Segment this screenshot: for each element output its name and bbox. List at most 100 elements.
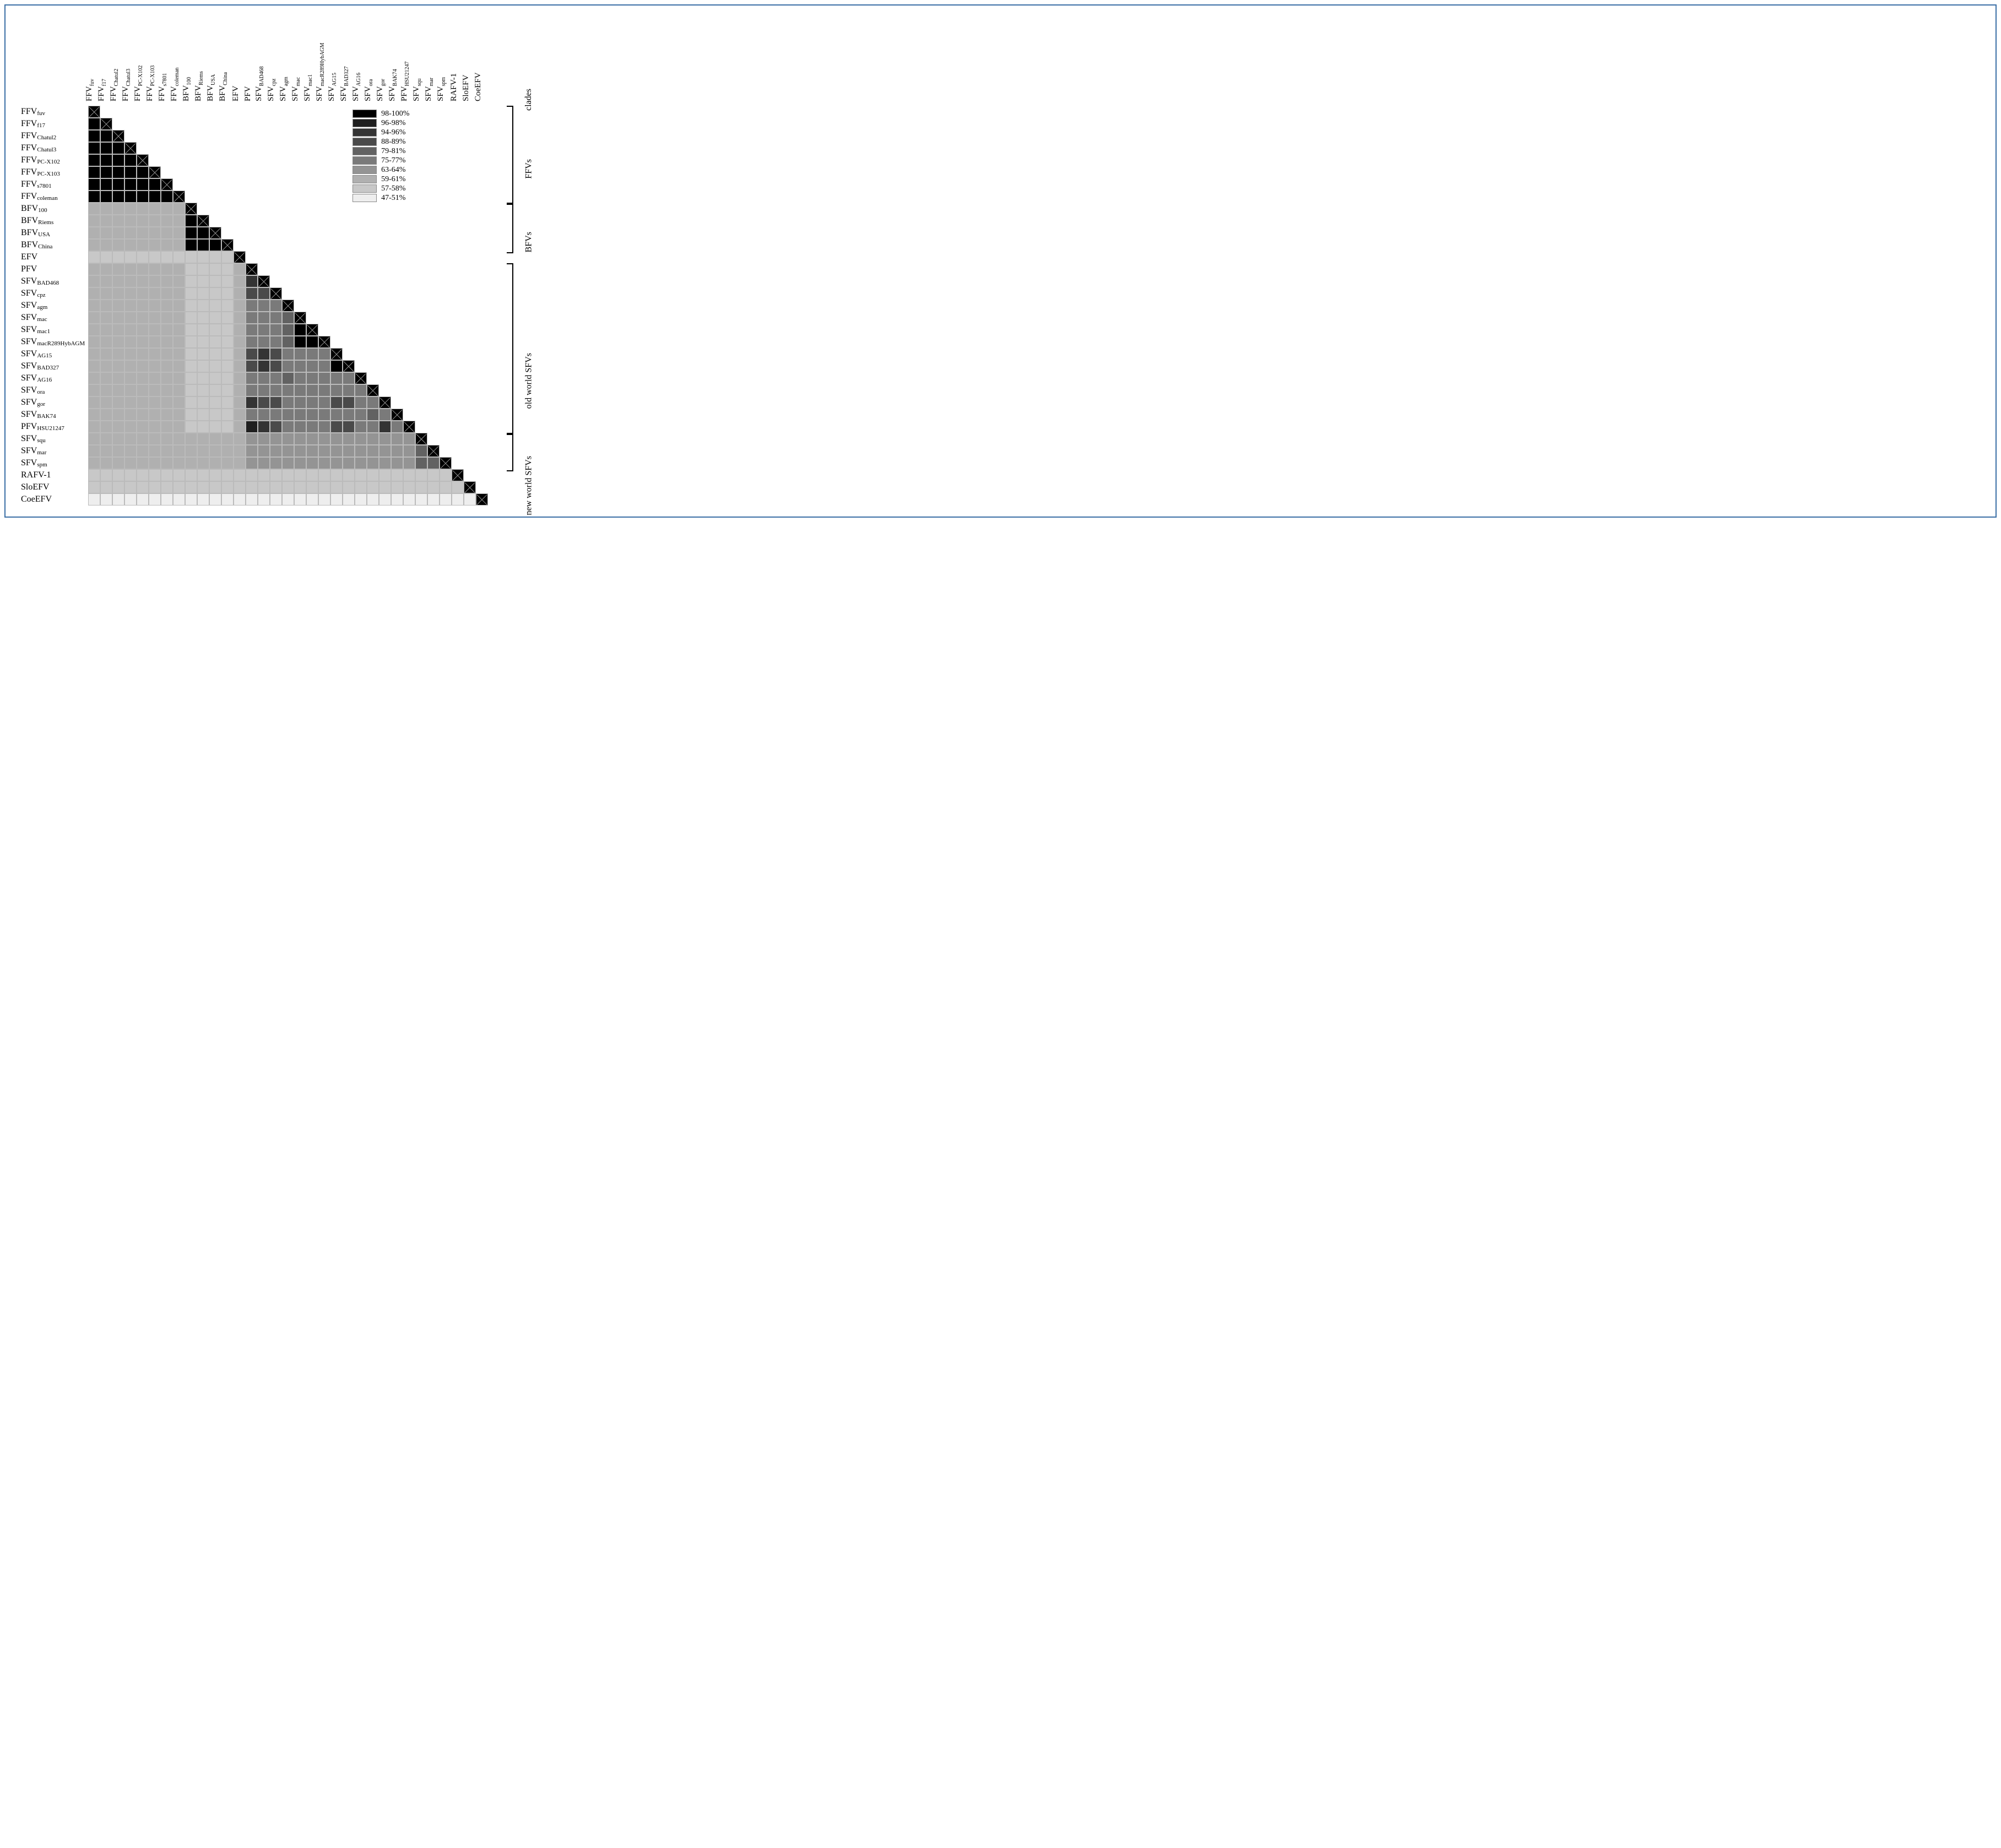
matrix-cell bbox=[343, 457, 355, 469]
legend-entry: 59-61% bbox=[353, 175, 409, 184]
clade-label: FFVs bbox=[524, 159, 534, 179]
matrix-cell bbox=[330, 409, 343, 421]
matrix-cell bbox=[149, 178, 161, 191]
matrix-cell bbox=[161, 409, 173, 421]
matrix-cell bbox=[88, 348, 100, 360]
matrix-cell bbox=[330, 457, 343, 469]
matrix-cell bbox=[137, 227, 149, 239]
matrix-cell bbox=[197, 348, 209, 360]
matrix-cell bbox=[161, 457, 173, 469]
matrix-cell bbox=[112, 142, 124, 154]
matrix-cell bbox=[149, 336, 161, 348]
matrix-cell bbox=[149, 287, 161, 300]
matrix-cell bbox=[355, 433, 367, 445]
matrix-cell bbox=[185, 215, 197, 227]
matrix-cell bbox=[161, 312, 173, 324]
legend-label: 96-98% bbox=[381, 119, 405, 128]
matrix-cell bbox=[379, 481, 391, 493]
matrix-cell bbox=[355, 372, 367, 384]
matrix-cell bbox=[88, 481, 100, 493]
matrix-cell bbox=[88, 118, 100, 130]
matrix-cell bbox=[137, 215, 149, 227]
matrix-cell bbox=[391, 433, 403, 445]
matrix-cell bbox=[330, 445, 343, 457]
matrix-cell bbox=[234, 469, 246, 481]
matrix-cell bbox=[306, 481, 318, 493]
matrix-cell bbox=[318, 445, 330, 457]
legend-swatch bbox=[353, 119, 377, 127]
matrix-cell bbox=[137, 421, 149, 433]
matrix-cell bbox=[161, 239, 173, 251]
matrix-cell bbox=[258, 300, 270, 312]
row-label: SFVagm bbox=[21, 300, 85, 312]
matrix-cell bbox=[149, 493, 161, 506]
clades-title: clades bbox=[524, 89, 534, 111]
matrix-cell bbox=[367, 445, 379, 457]
matrix-cell bbox=[197, 469, 209, 481]
matrix-cell bbox=[173, 227, 185, 239]
matrix-cell bbox=[258, 469, 270, 481]
matrix-cell bbox=[306, 421, 318, 433]
matrix-cell bbox=[234, 409, 246, 421]
matrix-cell bbox=[137, 191, 149, 203]
matrix-cell bbox=[355, 409, 367, 421]
matrix-cell bbox=[124, 215, 137, 227]
matrix-cell bbox=[124, 457, 137, 469]
matrix-cell bbox=[124, 287, 137, 300]
matrix-cell bbox=[246, 384, 258, 396]
matrix-cell bbox=[234, 251, 246, 263]
matrix-cell bbox=[209, 324, 221, 336]
matrix-cell bbox=[161, 263, 173, 275]
matrix-row bbox=[88, 287, 488, 300]
matrix-cell bbox=[197, 372, 209, 384]
matrix-cell bbox=[306, 409, 318, 421]
matrix-cell bbox=[234, 275, 246, 287]
row-label: SFVmac bbox=[21, 312, 85, 324]
matrix-cell bbox=[185, 396, 197, 409]
matrix-cell bbox=[221, 384, 234, 396]
matrix-cell bbox=[282, 312, 294, 324]
matrix-cell bbox=[355, 469, 367, 481]
matrix-cell bbox=[173, 360, 185, 372]
matrix-cell bbox=[100, 384, 112, 396]
matrix-cell bbox=[124, 469, 137, 481]
matrix-cell bbox=[415, 481, 427, 493]
matrix-cell bbox=[258, 372, 270, 384]
clade-label: BFVs bbox=[524, 232, 534, 252]
matrix-cell bbox=[282, 433, 294, 445]
row-label: FFVs7801 bbox=[21, 178, 85, 191]
matrix-cell bbox=[234, 457, 246, 469]
legend-entry: 79-81% bbox=[353, 146, 409, 156]
matrix-cell bbox=[209, 287, 221, 300]
matrix-cell bbox=[258, 360, 270, 372]
legend-entry: 96-98% bbox=[353, 118, 409, 128]
matrix-cell bbox=[318, 372, 330, 384]
matrix-cell bbox=[88, 106, 100, 118]
matrix-cell bbox=[112, 203, 124, 215]
matrix-cell bbox=[282, 300, 294, 312]
matrix-cell bbox=[161, 421, 173, 433]
legend-swatch bbox=[353, 128, 377, 137]
matrix-cell bbox=[112, 191, 124, 203]
matrix-cell bbox=[112, 421, 124, 433]
row-label: BFVChina bbox=[21, 239, 85, 251]
matrix-cell bbox=[355, 421, 367, 433]
matrix-cell bbox=[88, 360, 100, 372]
matrix-cell bbox=[415, 493, 427, 506]
row-label: FFVf17 bbox=[21, 118, 85, 130]
matrix-cell bbox=[221, 409, 234, 421]
row-label: BFVRiems bbox=[21, 215, 85, 227]
matrix-cell bbox=[173, 300, 185, 312]
matrix-cell bbox=[306, 433, 318, 445]
matrix-cell bbox=[209, 275, 221, 287]
matrix-cell bbox=[112, 166, 124, 178]
matrix-cell bbox=[221, 275, 234, 287]
matrix-cell bbox=[173, 372, 185, 384]
matrix-cell bbox=[185, 409, 197, 421]
matrix-cell bbox=[197, 409, 209, 421]
matrix-cell bbox=[88, 324, 100, 336]
matrix-cell bbox=[221, 360, 234, 372]
matrix-cell bbox=[88, 396, 100, 409]
matrix-cell bbox=[88, 421, 100, 433]
matrix-cell bbox=[88, 287, 100, 300]
